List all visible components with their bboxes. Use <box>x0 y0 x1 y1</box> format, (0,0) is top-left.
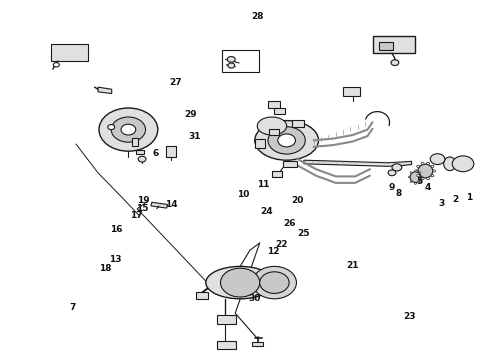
Polygon shape <box>98 87 112 94</box>
Text: 10: 10 <box>237 190 249 199</box>
Bar <box>222 50 259 72</box>
Circle shape <box>431 165 434 167</box>
Text: 15: 15 <box>136 203 148 212</box>
Text: 16: 16 <box>110 225 123 234</box>
Ellipse shape <box>255 121 318 160</box>
Text: 11: 11 <box>257 180 270 189</box>
Bar <box>166 146 176 157</box>
Bar <box>136 150 144 154</box>
Circle shape <box>416 175 419 177</box>
Circle shape <box>108 125 115 130</box>
Text: 27: 27 <box>169 77 182 86</box>
Bar <box>255 139 265 148</box>
Text: 6: 6 <box>153 149 159 158</box>
Bar <box>217 315 236 324</box>
Bar <box>51 44 88 61</box>
Bar <box>283 161 297 167</box>
Text: 19: 19 <box>137 197 150 205</box>
Bar <box>379 42 393 50</box>
Circle shape <box>278 134 295 147</box>
Circle shape <box>227 57 235 62</box>
Bar <box>268 101 280 108</box>
Text: 29: 29 <box>184 110 196 119</box>
Circle shape <box>421 176 423 178</box>
Text: 7: 7 <box>69 303 76 312</box>
Text: 9: 9 <box>389 184 395 192</box>
Circle shape <box>415 170 416 171</box>
Ellipse shape <box>257 117 287 135</box>
Bar <box>373 36 415 53</box>
Circle shape <box>408 176 410 178</box>
Ellipse shape <box>220 268 260 297</box>
Bar <box>274 108 285 114</box>
Text: 20: 20 <box>291 197 304 205</box>
Circle shape <box>427 162 430 165</box>
Ellipse shape <box>418 164 433 178</box>
Text: 30: 30 <box>248 293 261 302</box>
Circle shape <box>416 165 419 167</box>
Circle shape <box>388 170 396 176</box>
Text: 21: 21 <box>346 261 359 270</box>
Circle shape <box>391 60 399 66</box>
Circle shape <box>228 63 235 68</box>
Text: 17: 17 <box>130 211 143 220</box>
Text: 3: 3 <box>438 199 444 208</box>
Text: 5: 5 <box>416 177 422 186</box>
Polygon shape <box>151 202 168 208</box>
Ellipse shape <box>444 157 456 171</box>
Text: 18: 18 <box>99 264 112 273</box>
Circle shape <box>415 183 416 184</box>
Bar <box>252 342 263 346</box>
Text: 14: 14 <box>165 200 178 209</box>
Text: 2: 2 <box>453 194 459 204</box>
Text: 26: 26 <box>283 219 295 228</box>
Circle shape <box>410 181 412 183</box>
Bar <box>343 87 360 96</box>
Circle shape <box>430 154 445 165</box>
Bar <box>196 292 208 299</box>
Circle shape <box>138 156 146 162</box>
Bar <box>269 129 279 135</box>
Circle shape <box>452 156 474 172</box>
Text: 28: 28 <box>251 12 264 21</box>
Circle shape <box>419 172 421 173</box>
Ellipse shape <box>410 172 421 183</box>
Text: 1: 1 <box>466 193 472 202</box>
Text: 8: 8 <box>395 189 401 198</box>
Circle shape <box>111 117 146 142</box>
Circle shape <box>121 124 136 135</box>
Circle shape <box>415 170 418 172</box>
Circle shape <box>268 127 305 154</box>
Text: 31: 31 <box>189 132 201 140</box>
Text: 4: 4 <box>424 183 431 192</box>
Circle shape <box>99 108 158 151</box>
Ellipse shape <box>252 266 296 299</box>
Ellipse shape <box>206 266 274 299</box>
Text: 22: 22 <box>275 240 288 249</box>
Polygon shape <box>304 160 412 166</box>
Circle shape <box>421 177 424 180</box>
Circle shape <box>392 164 402 171</box>
Bar <box>132 138 138 146</box>
Text: 24: 24 <box>261 207 273 216</box>
Circle shape <box>53 63 59 67</box>
Text: 13: 13 <box>109 255 122 264</box>
Text: 23: 23 <box>403 312 416 321</box>
Circle shape <box>433 170 436 172</box>
Circle shape <box>410 172 412 173</box>
Circle shape <box>421 162 424 165</box>
Circle shape <box>419 181 421 183</box>
Text: 25: 25 <box>297 230 310 239</box>
Circle shape <box>427 177 430 180</box>
Bar <box>217 341 236 349</box>
Bar <box>272 171 282 177</box>
Text: 12: 12 <box>267 248 280 256</box>
Circle shape <box>260 272 289 293</box>
Circle shape <box>431 175 434 177</box>
Bar <box>292 120 304 127</box>
